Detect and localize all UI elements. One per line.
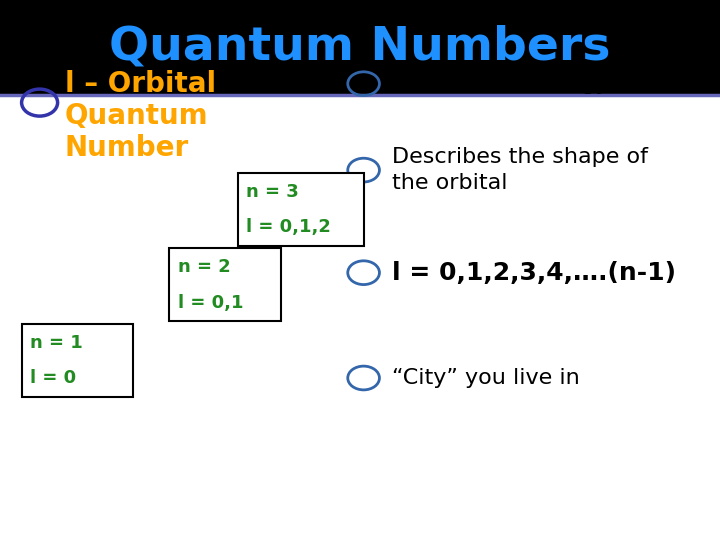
Bar [0, 0, 720, 94]
Text: Sub-level of energy: Sub-level of energy [392, 73, 609, 94]
Text: Describes the shape of
the orbital: Describes the shape of the orbital [392, 147, 649, 193]
Text: l = 0,1: l = 0,1 [178, 294, 243, 312]
Text: l = 0: l = 0 [30, 369, 76, 387]
FancyBboxPatch shape [22, 324, 133, 397]
Text: “City” you live in: “City” you live in [392, 368, 580, 388]
Text: l – Orbital: l – Orbital [65, 70, 216, 98]
Text: Quantum Numbers: Quantum Numbers [109, 25, 611, 70]
Text: l = 0,1,2,3,4,….(n-1): l = 0,1,2,3,4,….(n-1) [392, 261, 676, 285]
FancyBboxPatch shape [169, 248, 281, 321]
Text: Quantum: Quantum [65, 102, 208, 130]
Text: n = 3: n = 3 [246, 183, 299, 200]
Text: n = 1: n = 1 [30, 334, 83, 352]
Text: Number: Number [65, 134, 189, 163]
FancyBboxPatch shape [238, 173, 364, 246]
Text: n = 2: n = 2 [178, 258, 230, 276]
Text: l = 0,1,2: l = 0,1,2 [246, 218, 331, 236]
